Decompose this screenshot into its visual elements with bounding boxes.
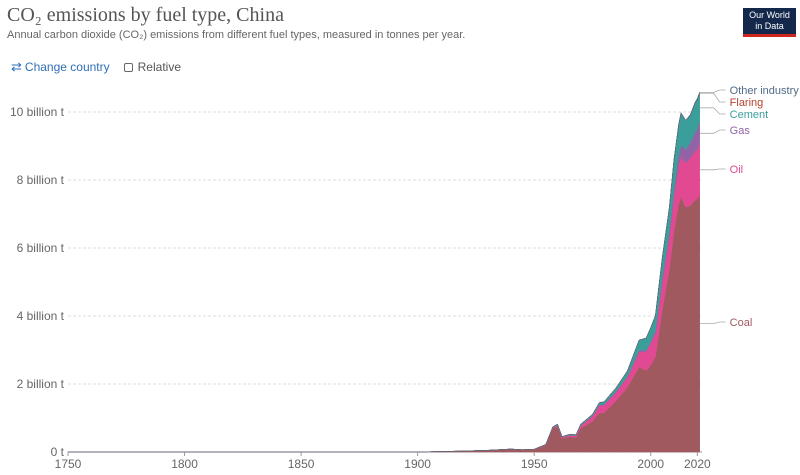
area-flaring[interactable] — [68, 93, 700, 453]
change-country-label: Change country — [24, 60, 110, 74]
series-label-other[interactable]: Other industry — [730, 85, 800, 97]
x-tick-label: 1750 — [55, 457, 82, 471]
logo-line-2: in Data — [755, 21, 784, 31]
page-title: CO₂ emissions by fuel type, China — [7, 4, 284, 26]
chart-controls: ⇄ Change country Relative — [11, 59, 181, 75]
x-tick-label: 1850 — [288, 457, 315, 471]
series-label-oil[interactable]: Oil — [730, 164, 743, 176]
leader-line-flaring — [699, 92, 726, 103]
area-series — [68, 91, 700, 453]
y-tick-label: 4 billion t — [17, 309, 65, 323]
leader-line-coal — [699, 321, 726, 325]
area-cement[interactable] — [68, 93, 700, 453]
leader-line-oil — [699, 168, 726, 171]
x-tick-label: 1800 — [171, 457, 198, 471]
y-tick-label: 8 billion t — [17, 173, 65, 187]
x-tick-label: 2020 — [684, 457, 711, 471]
logo-line-1: Our World — [749, 10, 790, 20]
area-other[interactable] — [68, 91, 700, 453]
series-label-coal[interactable]: Coal — [730, 317, 753, 329]
change-country-button[interactable]: ⇄ Change country — [11, 59, 110, 75]
y-axis-ticks: 0 t 2 billion t 4 billion t 6 billion t 8 bi… — [10, 105, 65, 459]
owid-logo[interactable]: Our World in Data — [743, 8, 796, 37]
leader-line-other — [699, 89, 726, 93]
x-tick-label: 1900 — [404, 457, 431, 471]
checkbox-icon[interactable] — [123, 62, 133, 72]
area-coal[interactable] — [68, 194, 700, 453]
y-tick-label: 2 billion t — [17, 377, 65, 391]
x-tick-label: 2000 — [637, 457, 664, 471]
leader-line-gas — [699, 129, 726, 134]
logo-accent-bar — [743, 34, 796, 37]
page-subtitle: Annual carbon dioxide (CO₂) emissions fr… — [7, 29, 466, 41]
x-axis-ticks: 1750 1800 1850 1900 1950 2000 2020 — [55, 452, 711, 471]
y-tick-label: 0 t — [51, 445, 65, 459]
leader-line-cement — [699, 107, 726, 115]
area-oil[interactable] — [68, 144, 700, 453]
series-label-flaring[interactable]: Flaring — [730, 97, 764, 109]
y-tick-label: 10 billion t — [10, 105, 65, 119]
relative-toggle[interactable]: Relative — [123, 60, 181, 74]
series-label-gas[interactable]: Gas — [730, 125, 751, 137]
relative-label: Relative — [137, 60, 181, 74]
swap-arrows-icon: ⇄ — [11, 59, 22, 74]
y-tick-label: 6 billion t — [17, 241, 65, 255]
x-tick-label: 1950 — [521, 457, 548, 471]
series-label-cement[interactable]: Cement — [730, 109, 769, 121]
